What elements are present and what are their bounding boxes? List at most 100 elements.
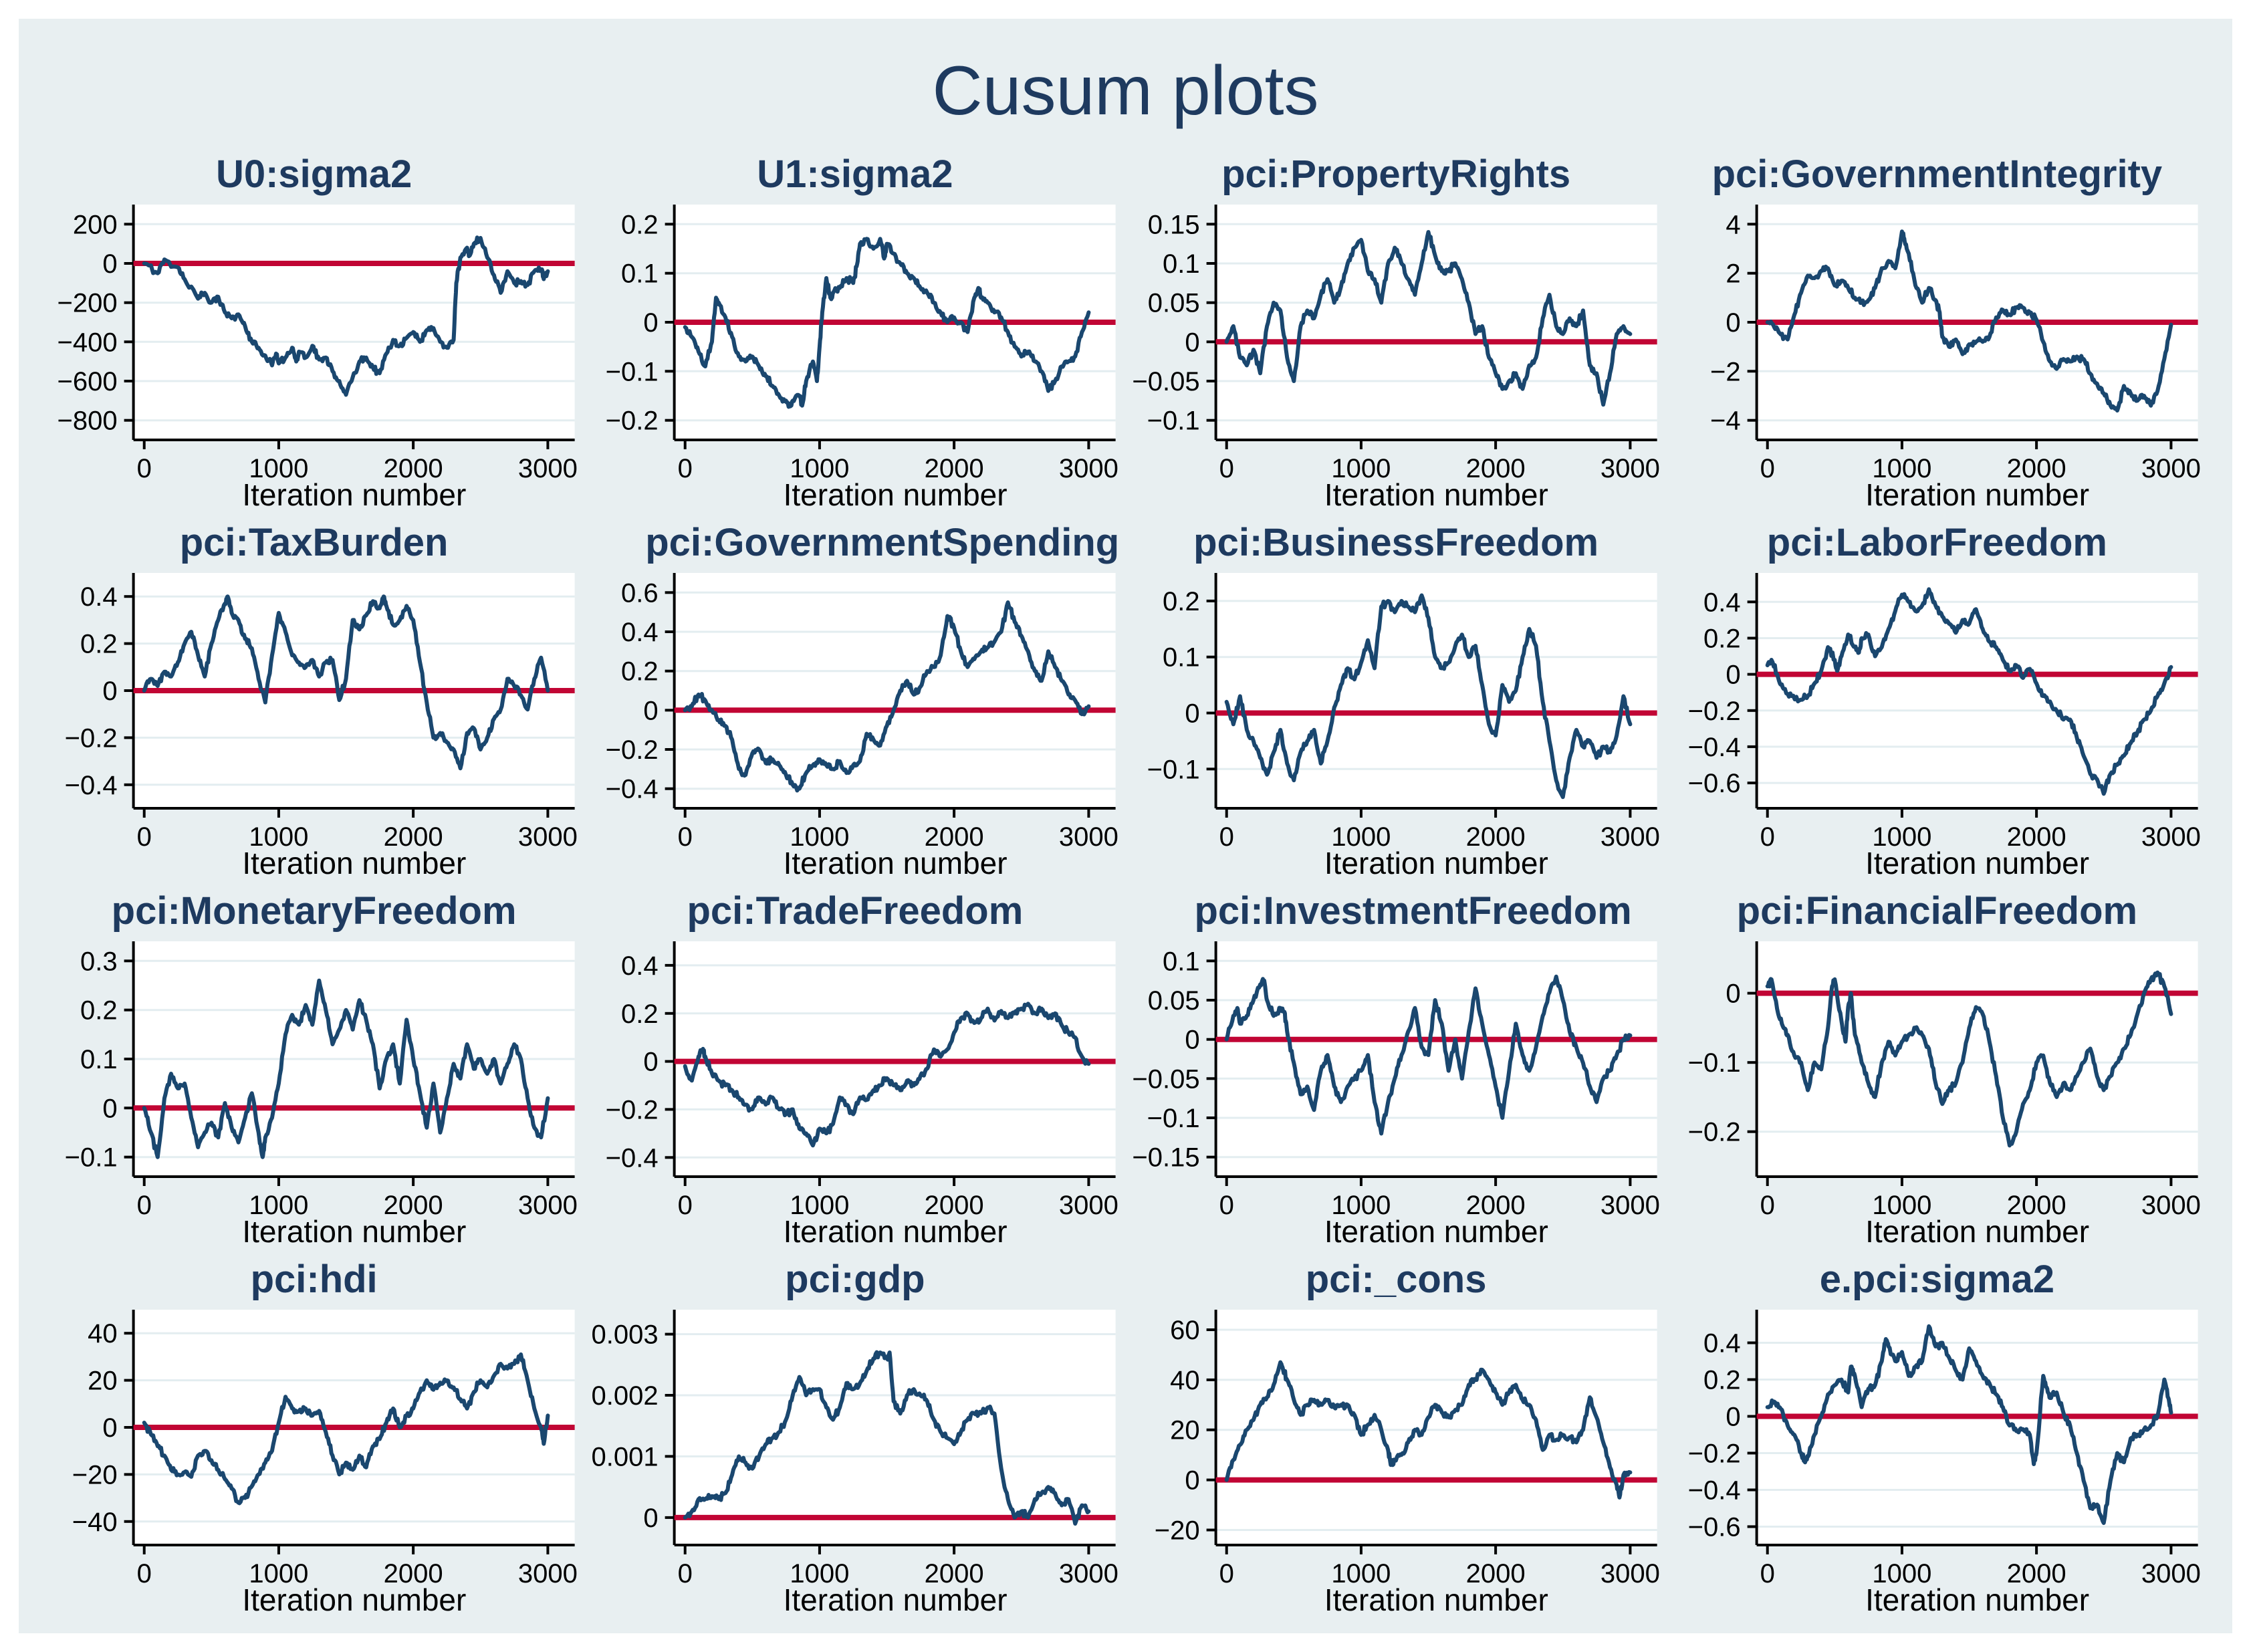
x-axis-label: Iteration number [783,1214,1008,1249]
plot-area [1756,1310,2198,1545]
y-tick-label: 0 [1185,1026,1199,1055]
x-tick-label: 0 [1760,1191,1774,1217]
x-tick-label: 3000 [1600,822,1659,848]
x-tick-label: 2000 [2006,822,2066,848]
y-tick-label: 0 [1185,699,1199,729]
plot-area [1215,573,1657,808]
x-tick-label: 0 [1760,1559,1774,1585]
cusum-line-chart: 0.2 0.1 0 −0.1 −0.2 0 1000 2000 3000 [606,205,1118,480]
x-tick-label: 1000 [249,1559,308,1585]
y-tick-label: 0 [644,1504,659,1533]
y-tick-label: 0 [102,677,117,706]
cusum-line [1224,230,1632,407]
y-tick-label: −600 [57,367,118,396]
y-tick-label: 0.2 [621,999,659,1029]
y-tick-label: 0.4 [1703,588,1741,617]
x-tick-label: 3000 [2141,1559,2201,1585]
cusum-line [683,1350,1091,1526]
x-tick-label: 0 [678,822,693,848]
y-tick-label: 0.001 [592,1442,659,1471]
plot-area [1215,941,1657,1177]
subplot-title: pci:FinancialFreedom [1736,889,2138,933]
y-tick-label: 0 [1726,308,1740,338]
plot-area [1215,1310,1657,1545]
cusum-line [683,600,1091,793]
subplot-title: pci:hdi [250,1258,378,1301]
subplot-pci-laborfreedom: pci:LaborFreedom 0.4 0.2 0 −0.2 −0.4 −0.6 0 100… [1669,518,2206,882]
y-tick-label: 0.4 [621,618,659,647]
plot-area [674,1310,1116,1545]
y-tick-label: 0.4 [1703,1329,1741,1359]
y-tick-label: −0.6 [1687,769,1740,798]
subplot-title: pci:GovernmentIntegrity [1711,152,2163,196]
x-tick-label: 2000 [384,454,443,480]
subplot-title: pci:GovernmentSpending [645,521,1120,564]
y-tick-label: 0.2 [80,996,118,1026]
x-tick-label: 3000 [1600,1191,1659,1217]
x-tick-label: 1000 [1872,822,1931,848]
cusum-line [1224,593,1632,800]
y-tick-label: 0.2 [1703,624,1741,654]
x-tick-label: 0 [678,1191,693,1217]
y-tick-label: −0.05 [1132,367,1199,396]
cusum-line [1224,974,1632,1136]
cusum-line [1765,970,2173,1148]
y-tick-label: 40 [1170,1366,1200,1395]
x-tick-label: 3000 [1059,454,1118,480]
x-tick-label: 2000 [925,822,984,848]
x-tick-label: 2000 [384,1559,443,1585]
y-tick-label: 0.4 [80,582,118,612]
x-tick-label: 3000 [1059,822,1118,848]
y-tick-label: 0.003 [592,1320,659,1350]
x-tick-label: 3000 [2141,1191,2201,1217]
y-tick-label: 0.1 [621,259,659,289]
subplot-pci-propertyrights: pci:PropertyRights 0.15 0.1 0.05 0 −0.05 −0.1… [1128,150,1665,514]
y-tick-label: −0.05 [1132,1064,1199,1094]
subplot-pci-taxburden: pci:TaxBurden 0.4 0.2 0 −0.2 −0.4 0 1000 2000 30… [45,518,582,882]
figure-title: Cusum plots [932,52,1319,130]
subplot-pci-governmentintegrity: pci:GovernmentIntegrity 4 2 0 −2 −4 0 1000 2000… [1669,150,2206,514]
x-tick-label: 3000 [518,454,578,480]
x-axis-label: Iteration number [1324,1582,1548,1617]
x-tick-label: 2000 [384,1191,443,1217]
y-tick-label: −0.1 [65,1143,118,1173]
y-tick-label: −20 [72,1460,118,1490]
y-tick-label: −0.2 [65,723,118,753]
x-tick-label: 3000 [1600,454,1659,480]
y-tick-label: 0.1 [1163,643,1200,673]
x-tick-label: 1000 [1331,822,1391,848]
y-tick-label: −0.15 [1132,1143,1199,1173]
y-tick-label: 0.002 [592,1381,659,1411]
y-tick-label: −0.2 [1687,697,1740,726]
x-axis-label: Iteration number [1324,846,1548,880]
x-tick-label: 2000 [925,454,984,480]
x-axis-label: Iteration number [783,477,1008,512]
y-tick-label: −0.2 [606,1095,659,1125]
subplot-u1-sigma2: U1:sigma2 0.2 0.1 0 −0.1 −0.2 0 1000 2000 3000 I… [586,150,1123,514]
x-tick-label: 2000 [1465,1559,1525,1585]
y-tick-label: −400 [57,328,118,357]
subplot-title: pci:TaxBurden [179,521,449,564]
y-tick-label: 0.2 [80,630,118,659]
subplot-title: U0:sigma2 [215,152,412,196]
subplot-title: U1:sigma2 [757,152,953,196]
y-tick-label: 4 [1726,210,1740,239]
subplot-u0-sigma2: U0:sigma2 200 0 −200 −400 −600 −800 0 1000 2000 3… [45,150,582,514]
x-axis-label: Iteration number [1865,1582,2090,1617]
x-tick-label: 1000 [790,454,850,480]
subplot-pci-governmentspending: pci:GovernmentSpending 0.6 0.4 0.2 0 −0.2 −0.… [586,518,1123,882]
cusum-line [683,1001,1091,1148]
y-tick-label: −2 [1710,357,1741,386]
x-tick-label: 0 [1760,822,1774,848]
cusum-line [142,594,550,771]
subplot-title: pci:TradeFreedom [687,889,1024,933]
x-axis-label: Iteration number [242,1214,467,1249]
y-tick-label: 0.1 [1163,249,1200,279]
y-tick-label: 0.1 [80,1045,118,1074]
subplot-title: pci:gdp [785,1258,925,1301]
y-tick-label: −0.1 [1687,1048,1740,1078]
subplot-title: pci:_cons [1305,1258,1487,1301]
y-tick-label: −0.1 [1147,406,1199,436]
x-tick-label: 1000 [1331,454,1391,480]
x-tick-label: 3000 [2141,454,2201,480]
